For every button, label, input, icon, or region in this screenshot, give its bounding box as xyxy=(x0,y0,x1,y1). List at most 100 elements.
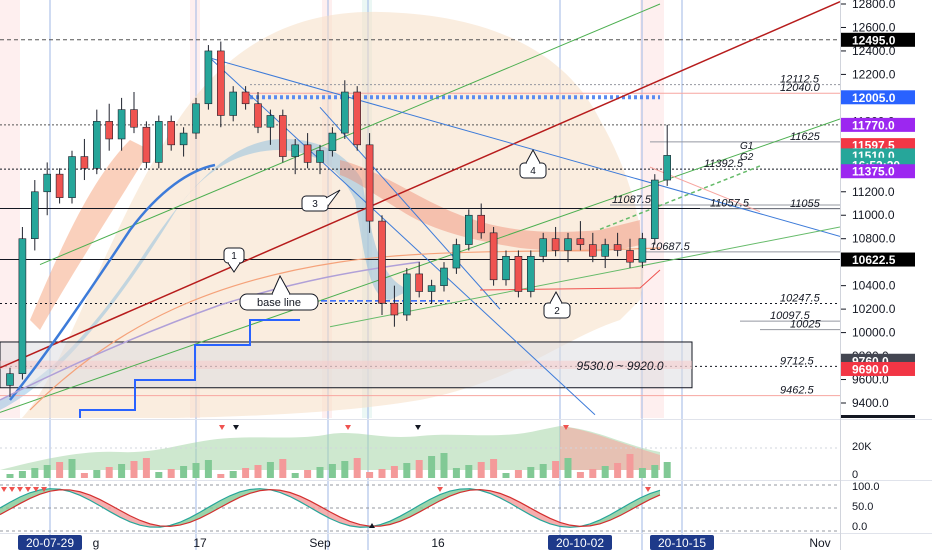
level-label: 11625 xyxy=(790,131,821,143)
callout-1-label: 1 xyxy=(231,251,237,262)
candle-body xyxy=(353,91,362,146)
candle-body xyxy=(613,244,622,251)
osc-signal-marker xyxy=(437,487,443,492)
green-channel-lower[interactable] xyxy=(0,118,840,413)
osc-tick-0: 0.0 xyxy=(852,521,867,533)
level-label: 11055 xyxy=(790,198,821,210)
base-line-callout[interactable]: base line xyxy=(239,274,319,311)
osc-fill xyxy=(540,513,550,524)
price-badge xyxy=(841,164,915,179)
callout-1[interactable]: 1 xyxy=(223,247,245,273)
callout-2[interactable]: 2 xyxy=(543,290,571,319)
bg-band xyxy=(0,0,20,418)
callout-3-label: 3 xyxy=(312,199,318,210)
candle-body xyxy=(105,121,113,140)
candle-body xyxy=(502,256,510,281)
candle-body xyxy=(30,191,39,240)
volume-bar xyxy=(539,464,547,478)
g2-label: G2 xyxy=(740,152,754,163)
osc-fill xyxy=(400,510,410,522)
x-tick-label: 17 xyxy=(193,536,207,550)
price-badges: 12495.012005.011770.011597.511510.016:52… xyxy=(841,32,915,376)
volume-bar xyxy=(291,473,299,478)
callout-3[interactable]: 3 xyxy=(301,189,341,212)
x-tick-label: Nov xyxy=(809,536,830,550)
osc-fill xyxy=(130,515,140,526)
volume-bar xyxy=(527,467,535,478)
candle-body xyxy=(179,132,188,146)
osc-fill xyxy=(340,517,350,526)
candle-body xyxy=(365,144,374,222)
x-tick-label: Sep xyxy=(309,536,331,550)
candle-body xyxy=(514,256,523,292)
y-tick-label: 12200.0 xyxy=(852,67,896,81)
osc-fill xyxy=(440,491,450,501)
osc-signal-marker xyxy=(9,487,15,492)
volume-bar xyxy=(304,470,312,478)
candle-body xyxy=(526,256,535,292)
volume-bar xyxy=(514,470,522,478)
volume-bar xyxy=(502,473,510,478)
callout-2-label: 2 xyxy=(554,306,560,317)
green-support-line[interactable] xyxy=(329,226,840,328)
candle-body xyxy=(328,132,337,151)
oscillator-pane xyxy=(0,484,840,532)
time-axis[interactable]: 20-07-29 g 17 Sep 16 20-10-02 20-10-15 Nov xyxy=(18,535,831,550)
osc-fill xyxy=(90,495,100,506)
level-label: 9712.5 xyxy=(780,355,815,367)
y-tick-label: 10800.0 xyxy=(852,232,896,246)
callout-4-label: 4 xyxy=(530,166,536,177)
volume-tick-0: 0 xyxy=(852,469,858,481)
price-badge xyxy=(841,90,915,105)
blue-fan-line[interactable] xyxy=(209,57,840,237)
g1-label: G1 xyxy=(740,141,753,152)
candle-body xyxy=(489,232,498,281)
candle-body xyxy=(390,302,399,316)
candle-body xyxy=(650,179,659,240)
osc-fill xyxy=(200,506,210,519)
volume-bar xyxy=(626,454,634,478)
candle-body xyxy=(291,144,300,157)
volume-bar xyxy=(415,460,423,478)
volume-bar xyxy=(651,465,659,478)
base-line-label: base line xyxy=(257,297,301,309)
signal-marker xyxy=(415,425,421,430)
oscillator-axis: 100.0 50.0 0.0 xyxy=(852,481,880,533)
signal-marker xyxy=(233,425,239,430)
red-trend-line[interactable] xyxy=(0,0,840,369)
candle-body xyxy=(340,91,349,134)
signal-marker xyxy=(219,425,225,430)
price-badge-label: 11375.0 xyxy=(852,165,895,179)
osc-fill xyxy=(320,506,330,519)
green-channel-upper[interactable] xyxy=(39,3,661,265)
candle-body xyxy=(43,173,52,193)
x-axis-highlight xyxy=(548,535,612,550)
volume-bar xyxy=(167,469,175,478)
y-tick-label: 12400.0 xyxy=(852,44,896,58)
signal-marker xyxy=(563,425,569,430)
volume-bar xyxy=(552,461,560,478)
volume-bar xyxy=(6,474,14,478)
volume-bar xyxy=(601,466,609,478)
green-projection[interactable] xyxy=(599,165,761,231)
volume-bar xyxy=(440,453,448,478)
osc-tick-50: 50.0 xyxy=(852,501,873,513)
y-tick-label: 10200.0 xyxy=(852,302,896,316)
osc-fill xyxy=(110,504,120,518)
y-tick-label: 11200.0 xyxy=(852,185,895,199)
osc-fill xyxy=(430,494,440,507)
candle-body xyxy=(254,103,262,128)
callout-4[interactable]: 4 xyxy=(519,148,547,179)
price-badge-label: 12005.0 xyxy=(852,91,896,105)
volume-bar xyxy=(31,468,39,478)
candle-body xyxy=(217,50,225,116)
blue-steep-line[interactable] xyxy=(319,106,501,310)
price-badge xyxy=(841,361,915,376)
volume-bar xyxy=(130,461,138,478)
osc-fill xyxy=(310,500,320,514)
trend-lines[interactable] xyxy=(0,0,840,418)
osc-fill xyxy=(520,502,530,515)
level-label: 10025 xyxy=(790,319,821,331)
